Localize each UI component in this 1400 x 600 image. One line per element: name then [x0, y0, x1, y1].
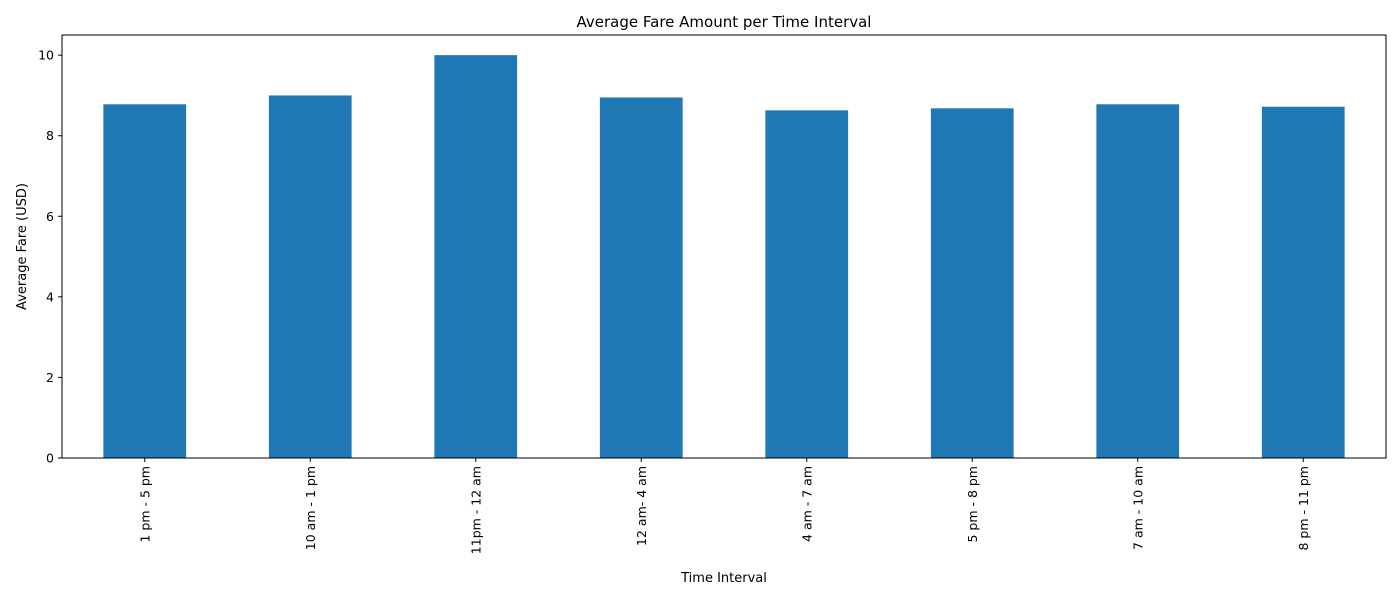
bar-6	[1096, 104, 1179, 458]
y-tick-label-3: 6	[46, 209, 54, 224]
y-tick-label-0: 0	[46, 451, 54, 466]
bars-group	[103, 55, 1344, 458]
bar-1	[269, 95, 352, 458]
x-tick-label-3: 12 am- 4 am	[634, 466, 649, 546]
bar-2	[434, 55, 517, 458]
y-tick-label-2: 4	[46, 289, 54, 304]
bar-4	[765, 110, 848, 458]
x-tick-label-6: 7 am - 10 am	[1130, 466, 1145, 550]
x-tick-label-7: 8 pm - 11 pm	[1296, 466, 1311, 551]
y-axis-label: Average Fare (USD)	[15, 183, 30, 310]
bar-7	[1262, 107, 1345, 458]
chart-title: Average Fare Amount per Time Interval	[577, 13, 872, 31]
y-tick-label-1: 2	[46, 370, 54, 385]
x-tick-label-2: 11pm - 12 am	[468, 466, 483, 554]
x-tick-label-0: 1 pm - 5 pm	[137, 466, 152, 543]
x-tick-label-4: 4 am - 7 am	[799, 466, 814, 542]
y-axis: 0 2 4 6 8 10	[38, 48, 62, 466]
x-axis: 1 pm - 5 pm 10 am - 1 pm 11pm - 12 am 12 am…	[137, 458, 1311, 554]
y-tick-label-4: 8	[46, 128, 54, 143]
plot-frame	[62, 35, 1386, 458]
x-tick-label-1: 10 am - 1 pm	[303, 466, 318, 550]
y-tick-label-5: 10	[38, 48, 54, 63]
x-tick-label-5: 5 pm - 8 pm	[965, 466, 980, 543]
bar-3	[600, 97, 683, 458]
bar-5	[931, 108, 1014, 458]
x-axis-label: Time Interval	[680, 571, 767, 586]
bar-0	[103, 104, 186, 458]
